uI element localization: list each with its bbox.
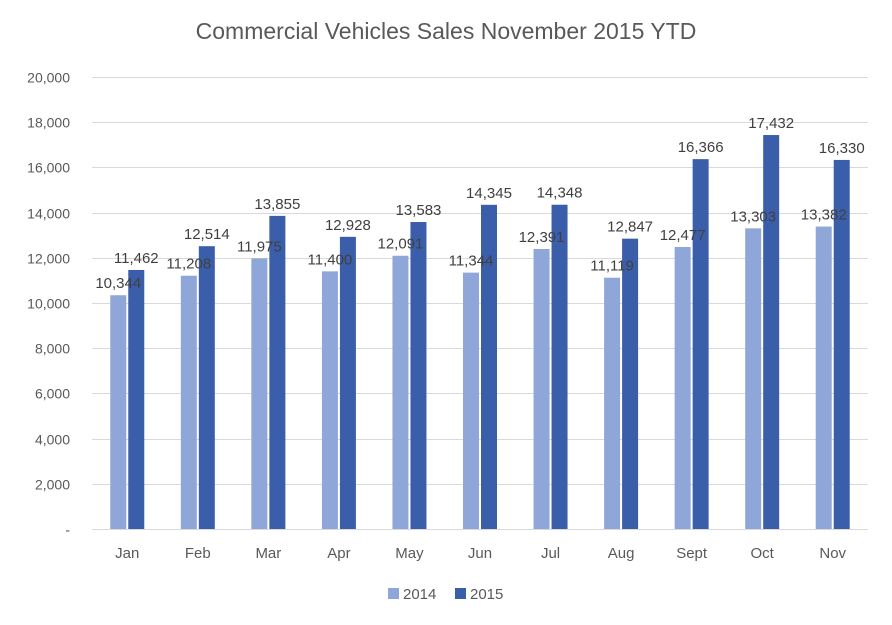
data-label-2015-Oct: 17,432 <box>748 115 794 132</box>
y-tick-label: 4,000 <box>35 432 70 448</box>
bar-2014-Feb <box>180 275 197 529</box>
x-category-label: Jun <box>468 545 492 562</box>
x-category-label: Nov <box>819 545 846 562</box>
bar-2015-Jul <box>551 204 568 529</box>
data-label-2014-Aug: 11,119 <box>590 258 634 275</box>
y-tick-label: 2,000 <box>35 477 70 493</box>
x-category-label: Mar <box>255 545 281 562</box>
data-label-2014-Jul: 12,391 <box>519 229 565 246</box>
data-label-2015-Jul: 14,348 <box>537 185 583 202</box>
bar-2015-May <box>410 222 427 529</box>
data-label-2014-Nov: 13,382 <box>801 207 847 224</box>
bar-2014-Jan <box>110 295 127 529</box>
legend-label-2015: 2015 <box>470 586 503 603</box>
y-tick-label: 18,000 <box>27 115 70 131</box>
y-tick-label: 8,000 <box>35 341 70 357</box>
bar-2015-Jan <box>128 269 145 529</box>
chart-title: Commercial Vehicles Sales November 2015 … <box>195 18 697 44</box>
x-category-label: Aug <box>608 545 635 562</box>
bar-2015-Sept <box>692 159 709 529</box>
bar-2014-Aug <box>604 277 621 529</box>
y-tick-label: 6,000 <box>35 386 70 402</box>
y-tick-label: 10,000 <box>27 296 70 312</box>
bar-2014-Apr <box>321 271 338 529</box>
legend-swatch-2014 <box>388 588 399 599</box>
legend-swatch-2015 <box>455 588 466 599</box>
bar-2015-Apr <box>339 236 356 529</box>
bar-2015-Feb <box>198 246 215 529</box>
bar-2014-Sept <box>674 247 691 529</box>
gridlines <box>92 77 868 530</box>
bar-2015-Mar <box>269 215 286 529</box>
data-label-2015-Mar: 13,855 <box>254 196 300 213</box>
data-label-2015-Sept: 16,366 <box>678 139 724 156</box>
x-axis-categories: Jan Feb Mar Apr May Jun Jul Aug Sept Oct Nov <box>115 545 846 562</box>
y-tick-label: - <box>65 522 70 538</box>
x-category-label: May <box>395 545 424 562</box>
data-label-2014-Sept: 12,477 <box>660 227 706 244</box>
bar-2015-Nov <box>833 159 850 529</box>
bars <box>110 135 850 530</box>
data-label-2014-Feb: 11,208 <box>166 256 211 273</box>
bar-2014-Mar <box>251 258 268 529</box>
data-label-2015-Jun: 14,345 <box>466 185 512 202</box>
bar-2014-Oct <box>745 228 762 529</box>
data-label-2014-Apr: 11,400 <box>308 251 353 268</box>
y-tick-label: 14,000 <box>27 206 70 222</box>
legend-label-2014: 2014 <box>403 586 436 603</box>
bar-2015-Aug <box>622 238 639 529</box>
bar-2015-Oct <box>763 135 780 529</box>
x-category-label: Sept <box>676 545 708 562</box>
data-label-2014-Jun: 11,344 <box>449 253 494 270</box>
legend: 2014 2015 <box>388 586 503 603</box>
y-axis-ticks: - 2,000 4,000 6,000 8,000 10,000 12,000 14,000 1… <box>27 70 70 538</box>
x-category-label: Feb <box>185 545 211 562</box>
x-category-label: Oct <box>751 545 775 562</box>
data-label-2014-Mar: 11,975 <box>237 238 282 255</box>
y-tick-label: 20,000 <box>27 70 70 86</box>
data-label-2014-Oct: 13,303 <box>730 208 776 225</box>
data-label-2015-Nov: 16,330 <box>819 140 865 157</box>
bar-2014-Jul <box>533 248 550 530</box>
data-labels: 10,344 11,462 11,208 12,514 11,975 13,855 11,4… <box>95 115 864 292</box>
x-category-label: Apr <box>327 545 350 562</box>
data-label-2015-Jan: 11,462 <box>114 250 159 267</box>
data-label-2015-May: 13,583 <box>396 202 442 219</box>
data-label-2015-Apr: 12,928 <box>325 217 371 234</box>
x-category-label: Jul <box>541 545 560 562</box>
y-tick-label: 16,000 <box>27 160 70 176</box>
data-label-2015-Feb: 12,514 <box>184 226 230 243</box>
bar-2014-Nov <box>815 226 832 529</box>
data-label-2014-Jan: 10,344 <box>95 275 141 292</box>
data-label-2015-Aug: 12,847 <box>607 219 653 236</box>
bar-2015-Jun <box>481 204 497 530</box>
bar-2014-Jun <box>463 272 479 529</box>
x-category-label: Jan <box>115 545 139 562</box>
y-tick-label: 12,000 <box>27 251 70 267</box>
bar-2014-May <box>392 255 409 529</box>
data-label-2014-May: 12,091 <box>378 236 424 253</box>
